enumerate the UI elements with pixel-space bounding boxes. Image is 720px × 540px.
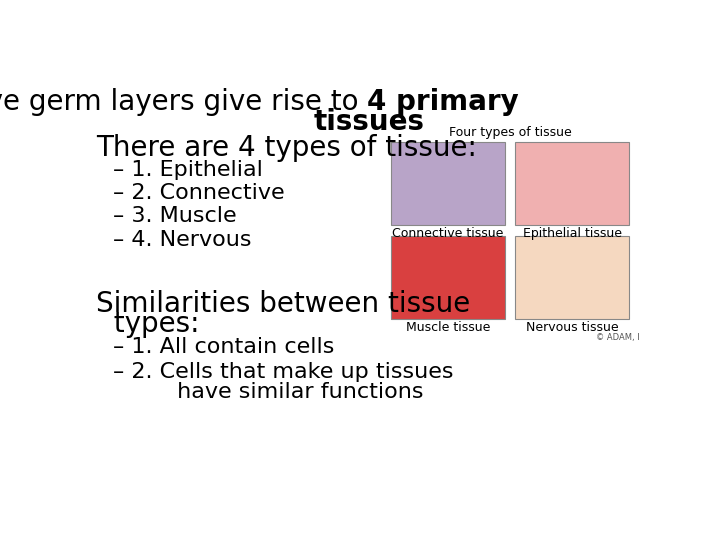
Text: tissues: tissues (313, 108, 425, 136)
Text: – 2. Connective: – 2. Connective (113, 184, 285, 204)
Bar (515, 236, 629, 319)
Text: Similarities between tissue: Similarities between tissue (96, 289, 470, 318)
Text: types:: types: (96, 309, 199, 338)
Text: There are 4 types of tissue:: There are 4 types of tissue: (96, 134, 477, 162)
Bar (391, 236, 505, 319)
Text: 4 primary: 4 primary (367, 88, 519, 116)
Text: Connective tissue: Connective tissue (392, 227, 504, 240)
Text: Nervous tissue: Nervous tissue (526, 321, 618, 334)
Text: – 2. Cells that make up tissues: – 2. Cells that make up tissues (113, 362, 454, 382)
Text: Muscle tissue: Muscle tissue (406, 321, 490, 334)
Text: © ADAM, I: © ADAM, I (596, 333, 640, 342)
Text: Four types of tissue: Four types of tissue (449, 126, 572, 139)
Text: have similar functions: have similar functions (113, 382, 424, 402)
Bar (515, 142, 629, 225)
Text: – 1. Epithelial: – 1. Epithelial (113, 160, 263, 180)
Bar (391, 142, 505, 225)
Text: – 4. Nervous: – 4. Nervous (113, 230, 252, 249)
Text: – 3. Muscle: – 3. Muscle (113, 206, 237, 226)
Text: Three primitive germ layers give rise to: Three primitive germ layers give rise to (0, 88, 367, 116)
Text: – 1. All contain cells: – 1. All contain cells (113, 338, 335, 357)
Text: Epithelial tissue: Epithelial tissue (523, 227, 621, 240)
